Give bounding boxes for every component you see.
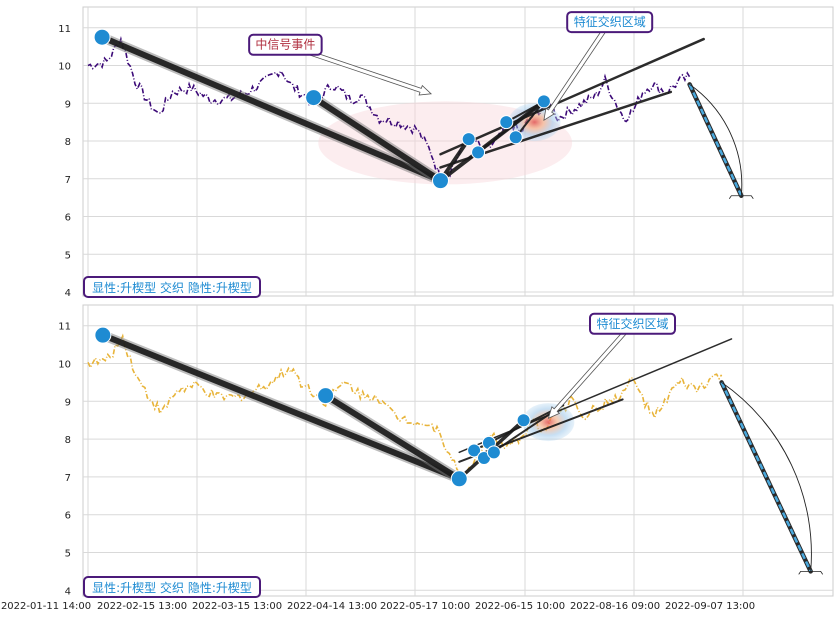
pivot-point xyxy=(516,413,531,428)
annotation-label: 中信号事件 xyxy=(255,37,315,52)
projection-end-mark xyxy=(798,571,824,575)
annotation-box xyxy=(248,33,323,56)
wedge-line xyxy=(458,338,733,454)
y-tick-label: 5 xyxy=(65,549,71,560)
x-tick-label: 2022-01-11 14:00 xyxy=(1,601,91,612)
y-tick-label: 8 xyxy=(65,137,71,148)
pivot-point xyxy=(467,443,482,458)
pivot-point xyxy=(499,115,514,130)
y-tick-label: 4 xyxy=(65,586,71,597)
y-tick-label: 8 xyxy=(65,435,71,446)
annotation-arrow xyxy=(547,321,635,420)
pattern-label-box xyxy=(83,276,261,298)
projection-line xyxy=(720,381,812,572)
x-tick-label: 2022-02-15 13:00 xyxy=(97,601,187,612)
pivot-point xyxy=(432,172,449,190)
projection-arc xyxy=(721,382,812,572)
pivot-point xyxy=(508,130,523,145)
x-tick-label: 2022-03-15 13:00 xyxy=(192,601,282,612)
annotation-box xyxy=(589,312,676,335)
x-tick-label: 2022-05-17 10:00 xyxy=(380,601,470,612)
annotation-label: 特征交织区域 xyxy=(574,14,646,29)
projection-arc xyxy=(689,84,743,196)
y-tick-label: 6 xyxy=(65,213,71,224)
pivot-point xyxy=(94,326,112,344)
y-tick-label: 9 xyxy=(65,397,71,408)
pattern-label: 显性:升楔型 交织 隐性:升楔型 xyxy=(92,580,252,595)
pivot-point xyxy=(450,470,468,488)
x-tick-label: 2022-08-16 09:00 xyxy=(570,601,660,612)
y-tick-label: 10 xyxy=(58,360,71,371)
plot-area xyxy=(82,304,834,597)
pattern-label-box xyxy=(83,576,261,598)
pivot-point xyxy=(305,89,323,107)
wedge-line xyxy=(322,392,463,482)
pivot-point xyxy=(93,28,111,46)
annotation-label: 特征交织区域 xyxy=(596,316,668,331)
pivot-point xyxy=(536,94,551,109)
feature-cross-region xyxy=(522,403,575,442)
y-tick-label: 11 xyxy=(58,24,71,35)
pivot-point xyxy=(486,445,501,460)
y-tick-label: 7 xyxy=(65,175,71,186)
y-tick-label: 5 xyxy=(65,250,71,261)
wedge-line xyxy=(505,100,545,124)
projection-line xyxy=(688,83,743,197)
pivot-point xyxy=(461,132,476,147)
y-tick-label: 11 xyxy=(58,322,71,333)
y-tick-label: 4 xyxy=(65,288,71,299)
pattern-label: 显性:升楔型 交织 隐性:升楔型 xyxy=(92,280,252,295)
x-tick-label: 2022-04-14 13:00 xyxy=(287,601,377,612)
y-tick-label: 7 xyxy=(65,473,71,484)
wedge-line xyxy=(310,94,444,184)
pivot-point xyxy=(317,387,335,405)
x-tick-label: 2022-09-07 13:00 xyxy=(665,601,755,612)
annotation-box xyxy=(566,11,654,34)
projection-end-mark xyxy=(728,195,754,199)
price-series-line xyxy=(87,36,691,185)
y-tick-label: 10 xyxy=(58,62,71,73)
pivot-point xyxy=(471,145,486,160)
y-tick-label: 9 xyxy=(65,99,71,110)
annotation-arrow xyxy=(543,20,612,121)
price-series-line xyxy=(87,333,723,479)
wedge-line xyxy=(514,100,545,139)
y-tick-label: 6 xyxy=(65,511,71,522)
wedge-line xyxy=(99,332,463,482)
wedge-line xyxy=(99,34,444,184)
wedge-line xyxy=(439,37,705,156)
x-axis-tick-labels: 2022-01-11 14:00 2022-02-15 13:00 2022-03-… xyxy=(1,601,755,612)
wedge-line xyxy=(458,398,624,463)
x-tick-label: 2022-06-15 10:00 xyxy=(475,601,565,612)
